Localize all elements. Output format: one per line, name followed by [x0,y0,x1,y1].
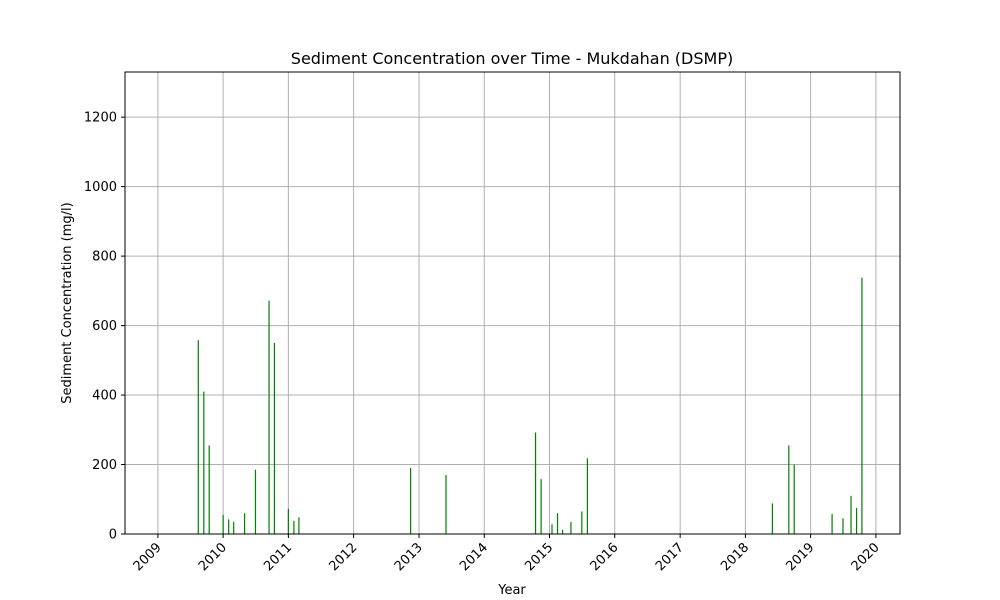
bar [287,508,289,534]
x-tick-label: 2013 [392,540,426,574]
y-tick-label: 0 [109,528,117,543]
bar [556,513,559,534]
bar [842,518,844,534]
x-tick-label: 2009 [131,540,165,574]
bar [222,514,224,534]
bar [534,432,537,534]
bar [861,277,863,534]
x-tick-label: 2020 [849,540,883,574]
bar [243,513,246,534]
bar [551,524,553,534]
x-tick-label: 2019 [783,540,817,574]
grid [125,72,900,535]
x-tick-label: 2017 [653,540,687,574]
bar [197,340,199,534]
x-tick-label: 2014 [457,540,491,574]
y-tick-label: 600 [92,319,117,334]
y-tick-label: 400 [92,389,117,404]
bar [268,300,270,534]
y-tick-label: 1200 [84,111,117,126]
bar [445,474,447,534]
bar [410,468,412,534]
y-axis-label: Sediment Concentration (mg/l) [60,202,75,403]
bar [298,517,300,534]
plot-frame [124,71,901,535]
bar [540,479,542,534]
bar [228,519,230,534]
bar [233,521,235,534]
bar [561,529,564,534]
x-tick-label: 2016 [588,540,622,574]
bar [850,495,852,534]
x-axis-label: Year [497,583,526,598]
bar [831,513,833,534]
bar [586,458,588,534]
bars [197,277,863,534]
bar [771,503,773,534]
x-axis: 2009 2010 2011 2012 2013 2014 2015 2016 2017 2018… [131,534,883,574]
bar [788,445,790,534]
bar [208,445,210,534]
y-tick-label: 1000 [84,180,117,195]
y-tick-label: 800 [92,250,117,265]
bar [254,469,257,534]
bar [793,464,795,534]
y-axis: 0 200 400 600 800 1000 1200 [84,111,125,543]
bar [581,511,583,534]
chart-title: Sediment Concentration over Time - Mukda… [291,49,733,68]
x-tick-label: 2010 [196,540,230,574]
x-tick-label: 2015 [522,540,556,574]
x-tick-label: 2011 [261,540,295,574]
x-tick-label: 2018 [718,540,752,574]
bar [273,342,276,534]
bar [203,391,205,534]
x-tick-label: 2012 [326,540,360,574]
y-tick-label: 200 [92,458,117,473]
bar [293,520,295,534]
bar [570,521,572,534]
bar [855,507,858,534]
